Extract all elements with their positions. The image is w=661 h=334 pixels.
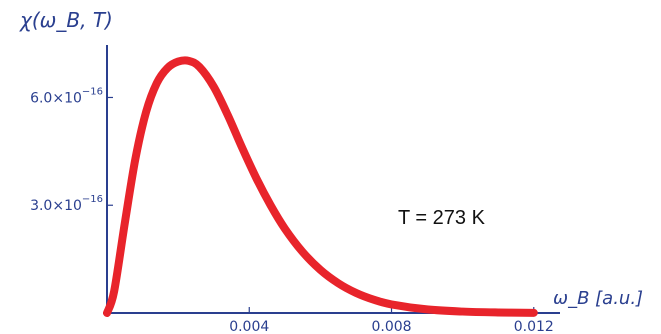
y-tick-label-mantissa: 3.0×10 xyxy=(30,198,82,214)
x-axis-label: ω_B [a.u.] xyxy=(553,288,643,309)
x-tick-label: 0.008 xyxy=(371,319,411,334)
y-tick-label-mantissa: 6.0×10 xyxy=(30,90,82,106)
series-line-0 xyxy=(103,56,538,317)
y-tick-label-exponent: −16 xyxy=(82,86,103,97)
temperature-annotation: T = 273 K xyxy=(398,207,486,229)
x-tick-label: 0.004 xyxy=(229,319,269,334)
y-axis-label: χ(ω_B, T) xyxy=(19,8,113,32)
x-tick-label: 0.012 xyxy=(514,319,554,334)
y-tick-label: 6.0×10−16 xyxy=(30,86,103,106)
y-tick-label: 3.0×10−16 xyxy=(30,194,103,214)
series-group xyxy=(103,56,538,317)
y-tick-label-exponent: −16 xyxy=(82,194,103,205)
